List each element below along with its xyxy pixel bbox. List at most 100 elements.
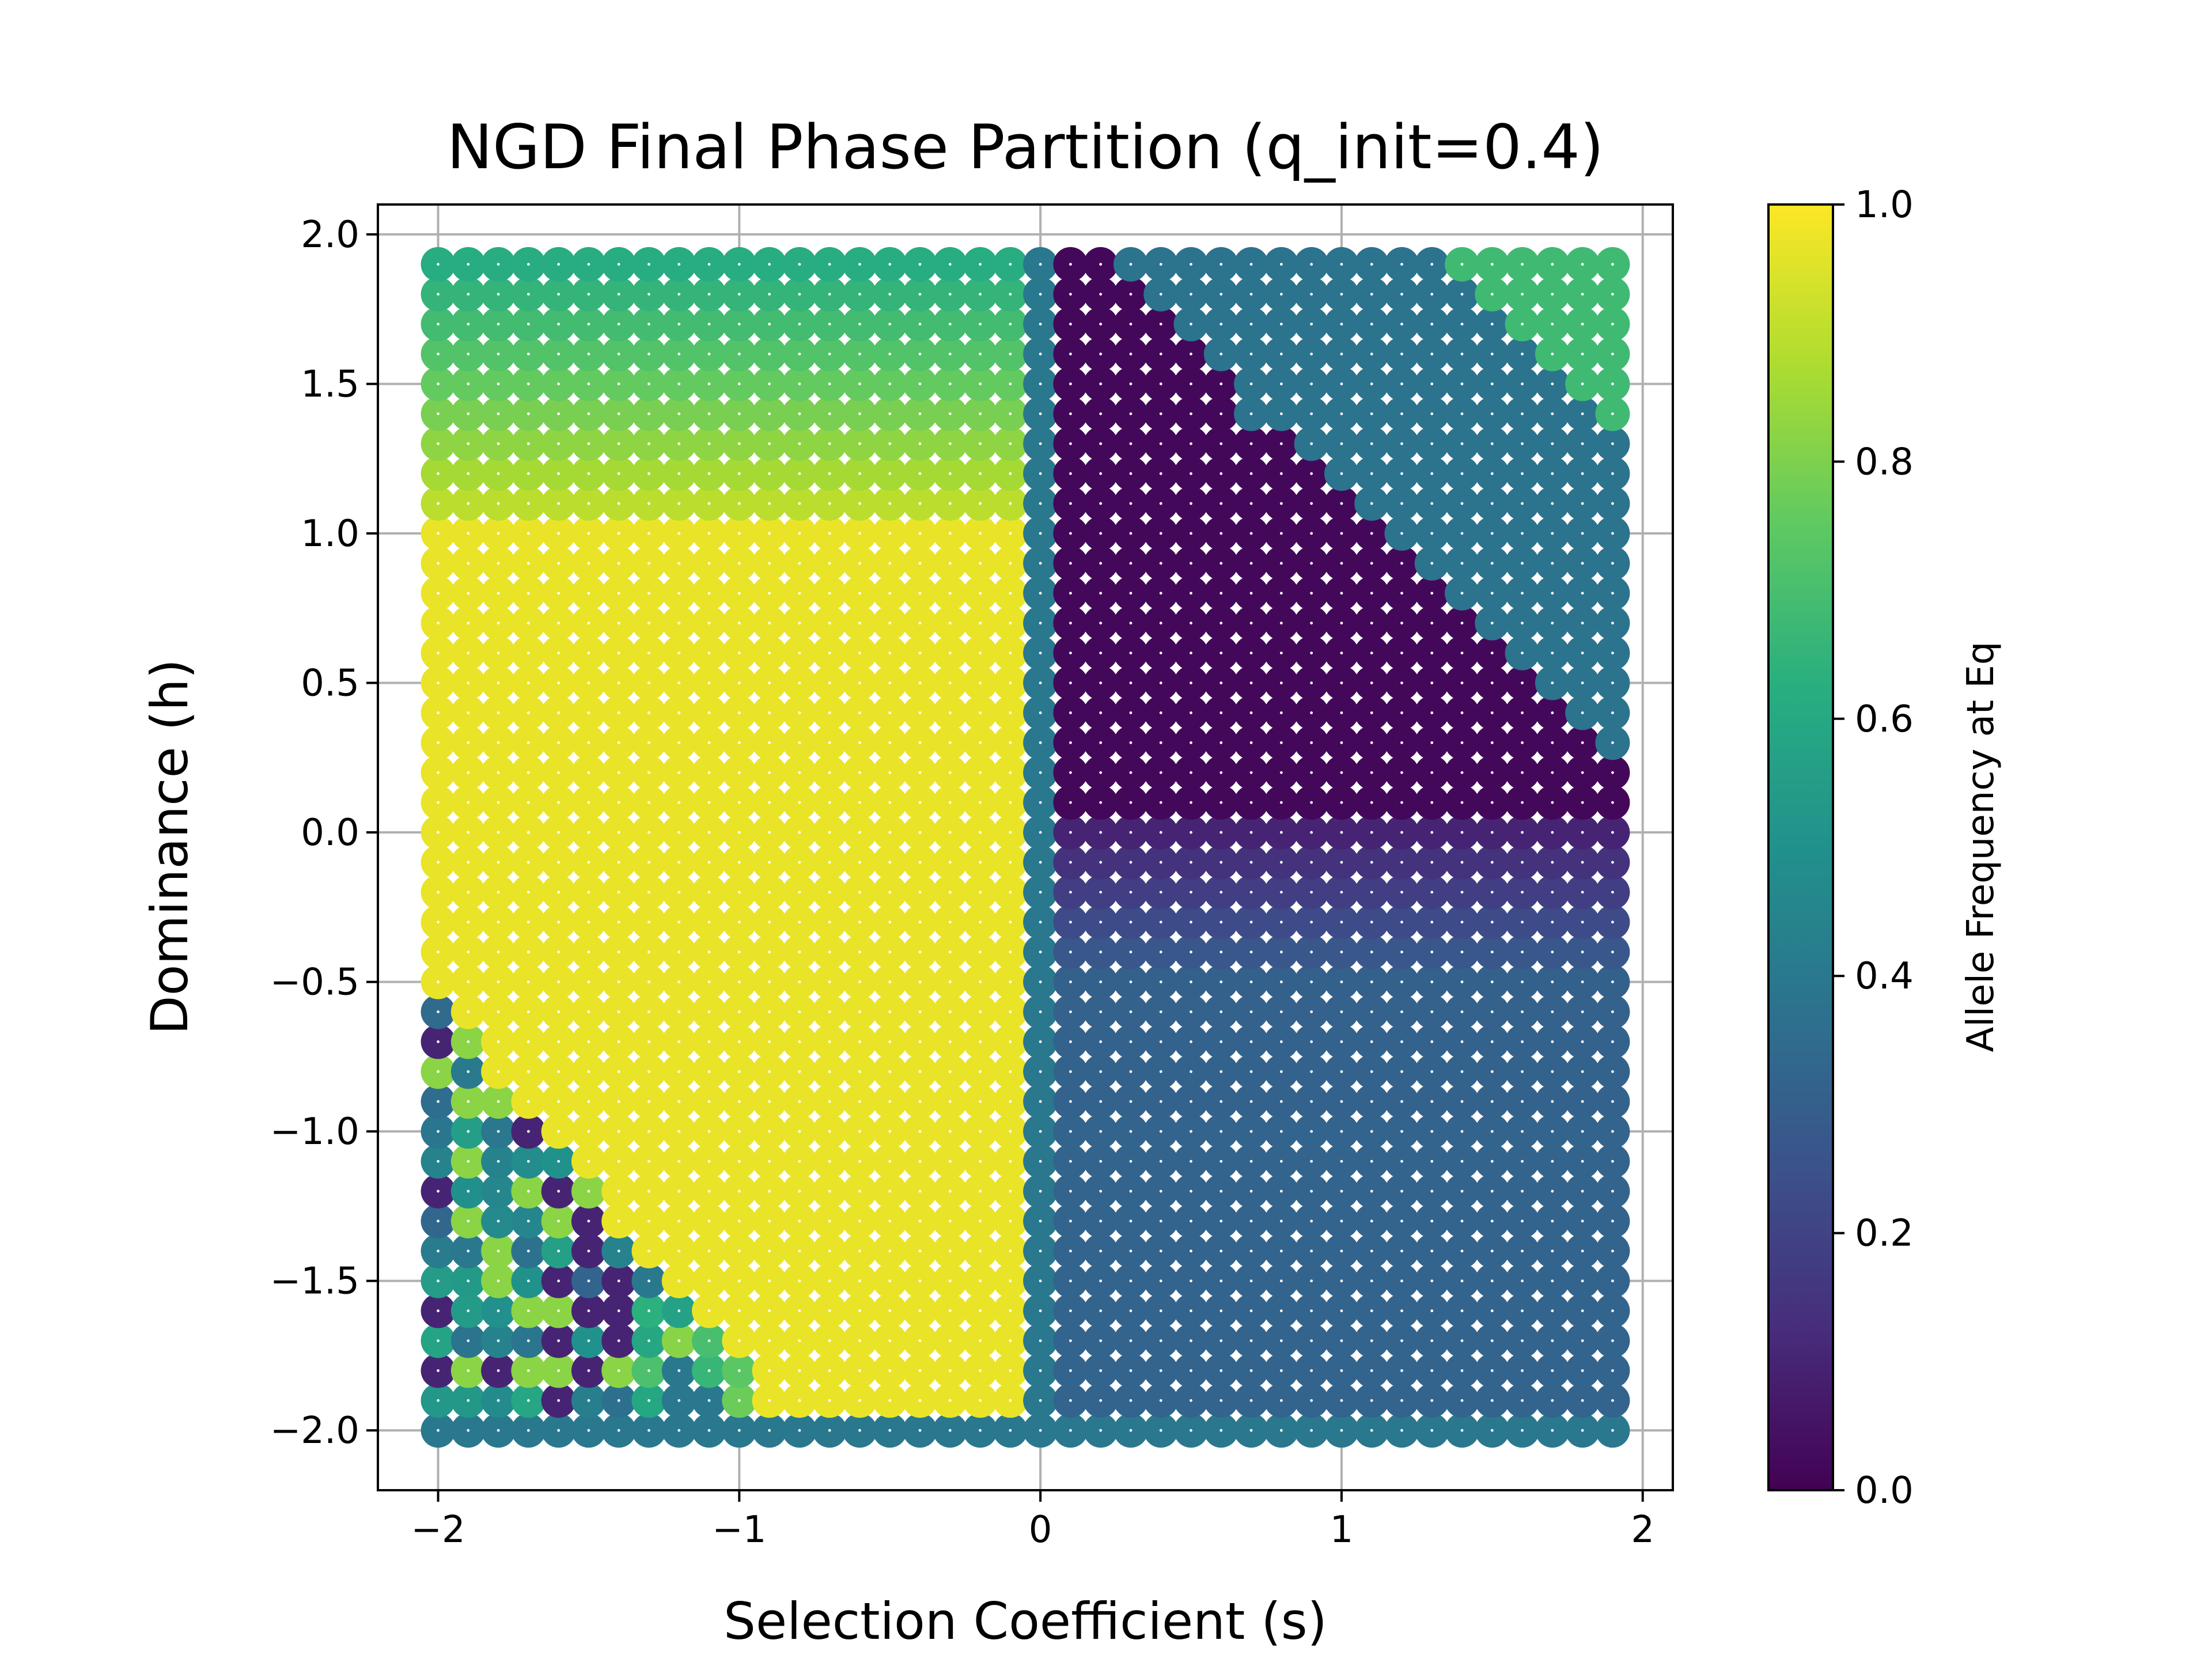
point-marker — [1069, 442, 1072, 445]
point-marker — [1490, 1190, 1494, 1193]
point-marker — [1430, 1160, 1434, 1163]
point-marker — [1460, 741, 1464, 744]
point-marker — [1611, 652, 1614, 655]
point-marker — [617, 831, 620, 834]
point-marker — [948, 1399, 952, 1402]
point-marker — [437, 442, 440, 445]
point-marker — [888, 801, 892, 804]
point-marker — [497, 1429, 500, 1432]
point-marker — [888, 891, 892, 894]
point-marker — [1159, 681, 1162, 684]
point-marker — [1069, 1010, 1072, 1013]
point-marker — [1190, 1190, 1192, 1193]
point-marker — [1099, 891, 1103, 894]
point-marker — [1009, 1040, 1012, 1043]
point-marker — [1279, 921, 1283, 924]
point-marker — [437, 532, 440, 535]
point-marker — [1249, 622, 1253, 625]
point-marker — [527, 1399, 530, 1402]
point-marker — [1249, 1160, 1253, 1163]
point-marker — [1039, 1309, 1042, 1312]
point-marker — [888, 861, 892, 864]
point-marker — [1069, 950, 1072, 954]
point-marker — [587, 592, 590, 595]
point-marker — [437, 323, 440, 326]
point-marker — [1039, 831, 1042, 834]
point-marker — [858, 1219, 861, 1223]
point-marker — [798, 950, 801, 954]
point-marker — [587, 1399, 590, 1402]
point-marker — [798, 1190, 801, 1193]
y-axis-label: Dominance (h) — [140, 659, 199, 1035]
point-marker — [768, 1070, 771, 1073]
point-marker — [1430, 921, 1434, 924]
point-marker — [1310, 1309, 1313, 1312]
point-marker — [1310, 1190, 1313, 1193]
point-marker — [918, 412, 922, 415]
point-marker — [1069, 921, 1072, 924]
point-marker — [1219, 442, 1223, 445]
point-marker — [888, 382, 892, 385]
point-marker — [918, 1100, 922, 1103]
point-marker — [1099, 1160, 1103, 1163]
point-marker — [798, 1429, 801, 1432]
point-marker — [1460, 1309, 1464, 1312]
point-marker — [979, 1130, 982, 1133]
point-marker — [1430, 831, 1434, 834]
point-marker — [647, 412, 650, 415]
point-marker — [707, 1339, 711, 1342]
point-marker — [647, 1100, 650, 1103]
point-marker — [1129, 1249, 1132, 1253]
point-marker — [888, 323, 892, 326]
point-marker — [918, 1130, 922, 1133]
point-marker — [1279, 1399, 1283, 1402]
point-marker — [1129, 980, 1132, 983]
point-marker — [1340, 263, 1343, 266]
point-marker — [437, 1070, 440, 1073]
point-marker — [497, 562, 500, 565]
point-marker — [1370, 921, 1373, 924]
point-marker — [1129, 1339, 1132, 1342]
point-marker — [1279, 1429, 1283, 1432]
point-marker — [1190, 532, 1192, 535]
point-marker — [948, 1279, 952, 1283]
point-marker — [768, 1369, 771, 1372]
point-marker — [1521, 1040, 1524, 1043]
point-marker — [858, 711, 861, 714]
point-marker — [1099, 1040, 1103, 1043]
point-marker — [858, 562, 861, 565]
point-marker — [1430, 562, 1434, 565]
point-marker — [677, 532, 681, 535]
point-marker — [1009, 652, 1012, 655]
point-marker — [1310, 861, 1313, 864]
point-marker — [858, 980, 861, 983]
point-marker — [1009, 562, 1012, 565]
point-marker — [1581, 353, 1584, 355]
point-marker — [858, 622, 861, 625]
point-marker — [1039, 741, 1042, 744]
point-marker — [437, 1339, 440, 1342]
point-marker — [1159, 652, 1162, 655]
point-marker — [1219, 771, 1223, 774]
point-marker — [467, 711, 470, 714]
point-marker — [1581, 711, 1584, 714]
point-marker — [1551, 921, 1554, 924]
point-marker — [677, 741, 681, 744]
point-marker — [858, 652, 861, 655]
point-marker — [1009, 1219, 1012, 1223]
point-marker — [737, 1160, 741, 1163]
point-marker — [1521, 532, 1524, 535]
point-marker — [1190, 801, 1192, 804]
point-marker — [437, 1309, 440, 1312]
point-marker — [1490, 263, 1494, 266]
point-marker — [467, 801, 470, 804]
point-marker — [647, 532, 650, 535]
point-marker — [888, 1279, 892, 1283]
point-marker — [467, 472, 470, 475]
point-marker — [1069, 891, 1072, 894]
point-marker — [1551, 472, 1554, 475]
point-marker — [1190, 562, 1192, 565]
point-marker — [858, 741, 861, 744]
point-marker — [1129, 592, 1132, 595]
point-marker — [437, 950, 440, 954]
